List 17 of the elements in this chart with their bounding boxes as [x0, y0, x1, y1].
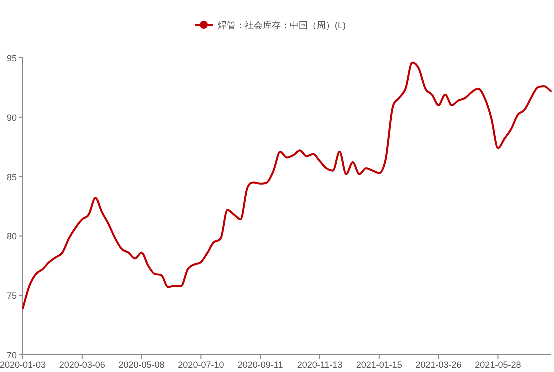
x-tick-label: 2020-11-13	[297, 360, 343, 370]
x-tick-label: 2021-05-28	[475, 360, 522, 370]
x-tick-label: 2020-07-10	[178, 360, 224, 370]
y-tick-label: 70	[6, 350, 17, 360]
x-tick-label: 2020-05-08	[118, 360, 165, 370]
y-tick-label: 85	[6, 172, 17, 182]
legend-label: 焊管：社会库存：中国（周）(L)	[218, 20, 346, 30]
y-tick-label: 75	[6, 291, 17, 302]
x-tick-label: 2021-01-15	[356, 360, 402, 370]
x-tick-label: 2020-09-11	[238, 360, 284, 370]
x-tick-label: 2021-03-26	[416, 360, 462, 370]
x-tick-label: 2020-03-06	[59, 360, 106, 370]
legend: 焊管：社会库存：中国（周）(L)	[195, 20, 346, 30]
y-tick-label: 80	[6, 232, 17, 242]
y-tick-label: 90	[6, 112, 17, 123]
x-tick-label: 2020-01-03	[0, 360, 46, 370]
y-tick-label: 95	[6, 54, 17, 64]
